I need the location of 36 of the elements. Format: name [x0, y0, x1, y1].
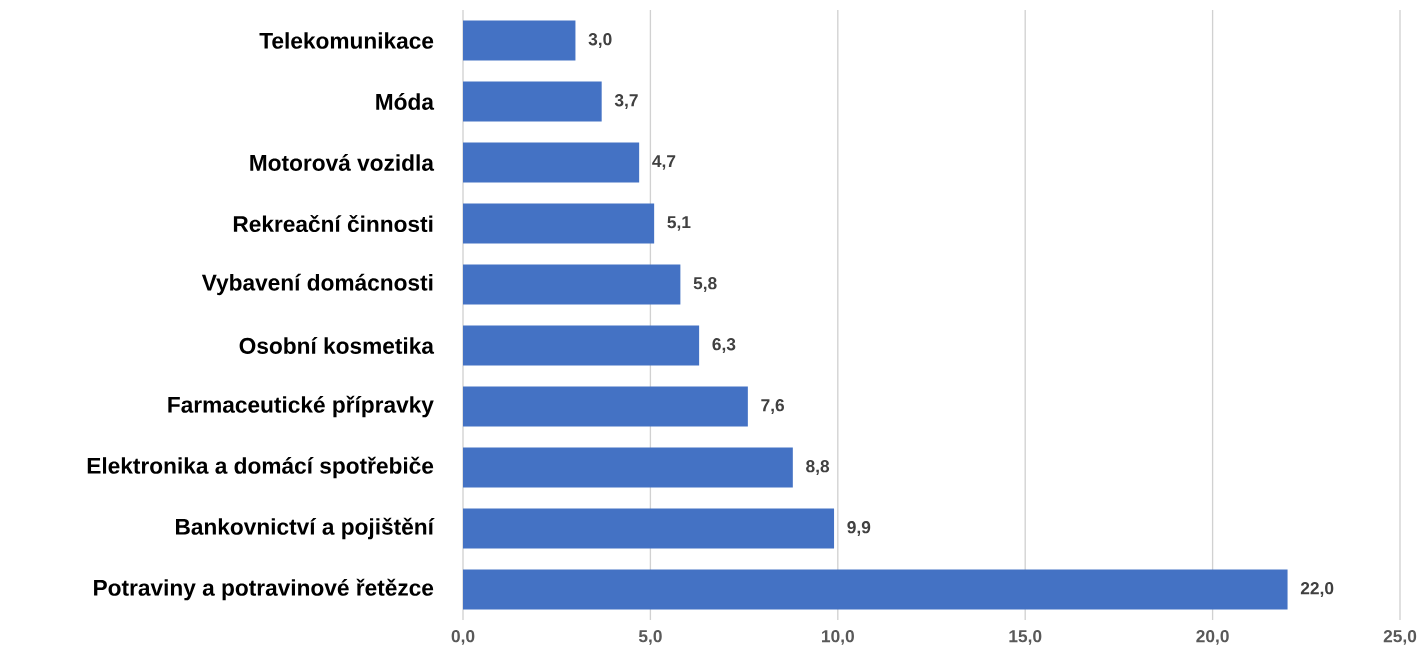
x-tick-label: 25,0 [1383, 630, 1417, 645]
y-tick-label: Potraviny a potravinové řetězce [94, 578, 434, 601]
data-label: 5,8 [693, 277, 717, 292]
bar [463, 508, 835, 549]
data-label: 3,7 [614, 94, 638, 109]
x-tick-label: 10,0 [822, 630, 854, 645]
data-label: 5,1 [667, 216, 691, 231]
y-tick-label: Motorová vozidla [250, 154, 435, 171]
data-label: 6,3 [712, 338, 736, 353]
bar [463, 81, 602, 122]
data-label: 4,7 [652, 155, 676, 170]
data-label: 8,8 [806, 460, 830, 475]
y-tick-label: Rekreační činnosti [233, 214, 433, 233]
x-tick-label: 0,0 [451, 630, 475, 645]
y-tick-label: Osobní kosmetika [239, 337, 435, 354]
bar [463, 386, 748, 427]
bar [463, 447, 793, 488]
y-tick-label: Farmaceutické přípravky [168, 395, 434, 418]
data-label: 3,0 [588, 33, 612, 48]
data-label: 7,6 [761, 399, 785, 414]
bar [463, 203, 655, 244]
y-tick-label: Telekomunikace [259, 32, 434, 49]
x-tick-label: 20,0 [1196, 630, 1229, 645]
bar [463, 20, 576, 61]
y-tick-label: Vybavení domácnosti [201, 273, 433, 296]
y-tick-label: Bankovnictví a pojištění [176, 517, 435, 540]
bar [463, 325, 700, 366]
bar [463, 264, 681, 305]
data-label: 9,9 [847, 521, 871, 536]
y-tick-label: Elektronika a domácí spotřebiče [87, 456, 434, 479]
bar [463, 569, 1288, 610]
bar [463, 142, 640, 183]
x-tick-label: 15,0 [1009, 630, 1042, 645]
data-label: 22,0 [1300, 582, 1334, 597]
x-tick-label: 5,0 [638, 630, 662, 645]
y-tick-label: Móda [376, 93, 435, 110]
